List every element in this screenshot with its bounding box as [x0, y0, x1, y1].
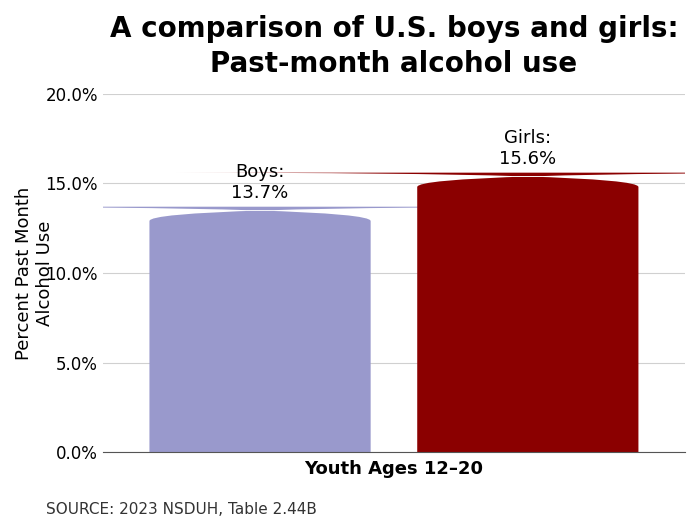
Title: A comparison of U.S. boys and girls:
Past-month alcohol use: A comparison of U.S. boys and girls: Pas… [110, 15, 678, 78]
Y-axis label: Percent Past Month
Alcohol Use: Percent Past Month Alcohol Use [15, 186, 54, 360]
Text: SOURCE: 2023 NSDUH, Table 2.44B: SOURCE: 2023 NSDUH, Table 2.44B [46, 502, 316, 517]
FancyBboxPatch shape [0, 207, 615, 467]
Text: Girls:
15.6%: Girls: 15.6% [499, 129, 556, 168]
Text: Boys:
13.7%: Boys: 13.7% [232, 163, 288, 202]
FancyBboxPatch shape [173, 173, 700, 467]
